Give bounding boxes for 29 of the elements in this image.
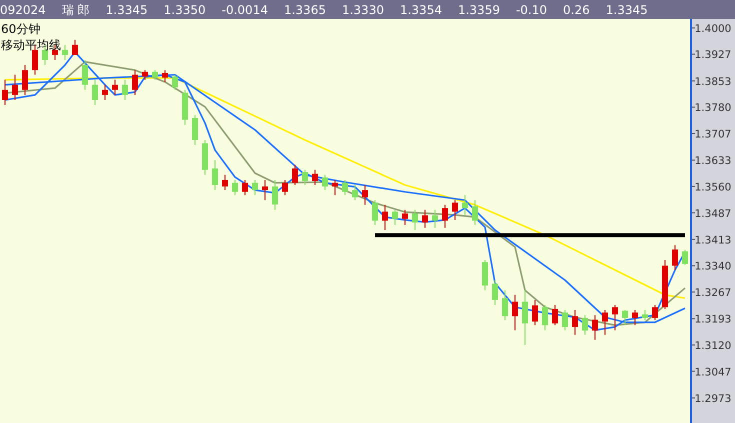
chart-title: 60分钟 xyxy=(1,22,40,36)
y-tick-label: 1.3487 xyxy=(694,208,732,220)
text: 1.3350 xyxy=(164,3,206,17)
text: 0.26 xyxy=(563,3,590,17)
text: -0.0014 xyxy=(222,3,268,17)
text: 1.3330 xyxy=(342,3,384,17)
y-tick-label: 1.3853 xyxy=(694,76,732,88)
y-tick-label: 1.2973 xyxy=(694,392,732,405)
text: 1.3359 xyxy=(458,3,500,17)
y-tick-label: 1.3707 xyxy=(694,128,732,140)
y-tick-label: 1.3267 xyxy=(694,287,732,300)
y-tick-label: 1.3340 xyxy=(694,260,732,273)
text: 瑞 郎 xyxy=(62,3,90,17)
text: 1.3345 xyxy=(106,3,148,17)
y-tick-label: 1.3120 xyxy=(694,340,732,352)
y-tick-label: 1.3047 xyxy=(694,366,732,378)
y-tick-label: 1.3780 xyxy=(694,102,732,114)
text: 移动平均线 xyxy=(1,38,61,52)
text: 1.3354 xyxy=(400,3,442,17)
text: 1.3345 xyxy=(606,3,648,17)
y-tick-label: 1.3927 xyxy=(694,49,732,62)
text: -0.10 xyxy=(516,3,548,17)
y-tick-label: 1.3633 xyxy=(694,155,732,168)
text: 092024 xyxy=(0,3,46,17)
y-tick-label: 1.3193 xyxy=(694,314,732,326)
y-tick-label: 1.3560 xyxy=(694,181,732,194)
text: 1.3365 xyxy=(284,3,326,17)
y-tick-label: 1.3413 xyxy=(694,234,732,246)
y-tick-label: 1.4000 xyxy=(694,22,732,35)
